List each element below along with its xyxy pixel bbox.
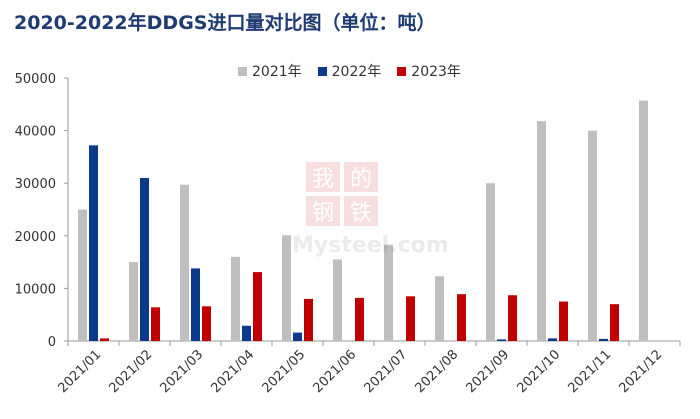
bar-2-4 <box>242 325 251 341</box>
x-tick-label: 2021/02 <box>107 347 156 396</box>
bar-1-7 <box>384 244 393 341</box>
legend: 2021年 2022年 2023年 <box>238 60 477 82</box>
bar-1-11 <box>588 130 597 341</box>
bar-3-11 <box>610 304 619 341</box>
bar-1-12 <box>639 100 648 341</box>
legend-swatch <box>397 66 407 76</box>
x-tick-label: 2021/09 <box>464 347 513 396</box>
y-tick-label: 30000 <box>15 177 56 192</box>
bar-1-8 <box>435 276 444 341</box>
bar-2-5 <box>293 332 302 341</box>
bar-1-9 <box>486 183 495 341</box>
legend-item: 2023年 <box>397 61 461 81</box>
x-tick-label: 2021/03 <box>158 347 207 396</box>
bar-3-4 <box>253 272 262 341</box>
x-tick-label: 2021/06 <box>311 347 360 396</box>
bar-1-3 <box>180 184 189 341</box>
legend-swatch <box>317 66 327 76</box>
x-tick-label: 2021/05 <box>260 347 309 396</box>
x-tick-label: 2021/11 <box>566 347 615 396</box>
bar-3-1 <box>100 338 109 341</box>
legend-label: 2021年 <box>252 64 302 80</box>
bar-3-8 <box>457 294 466 341</box>
y-tick-label: 0 <box>48 335 56 350</box>
bar-1-5 <box>282 235 291 341</box>
bar-3-3 <box>202 306 211 341</box>
legend-label: 2022年 <box>331 64 382 80</box>
bar-1-1 <box>78 209 87 341</box>
bar-1-2 <box>129 262 138 341</box>
bar-3-10 <box>559 301 568 341</box>
x-tick-label: 2021/07 <box>362 347 411 396</box>
bar-2-11 <box>599 338 608 341</box>
bar-1-6 <box>333 259 342 341</box>
bar-3-7 <box>406 296 415 341</box>
legend-label: 2023年 <box>411 64 461 80</box>
legend-item: 2021年 <box>238 61 302 81</box>
bar-2-10 <box>548 338 557 341</box>
legend-swatch <box>238 66 247 76</box>
bar-3-6 <box>355 297 364 341</box>
y-tick-label: 10000 <box>15 282 56 297</box>
x-tick-label: 2021/08 <box>413 347 462 396</box>
y-tick-label: 20000 <box>15 230 56 245</box>
y-tick-label: 40000 <box>15 125 56 140</box>
bar-3-2 <box>151 307 160 341</box>
bar-1-10 <box>537 121 546 341</box>
chart-title: 2020-2022年DDGS进口量对比图（单位：吨） <box>14 12 436 34</box>
x-tick-label: 2021/01 <box>56 347 105 396</box>
legend-item: 2022年 <box>317 61 382 81</box>
bar-3-9 <box>508 295 517 341</box>
x-tick-label: 2021/10 <box>515 347 564 396</box>
x-tick-label: 2021/12 <box>617 347 666 396</box>
bar-2-3 <box>191 268 200 341</box>
bar-2-9 <box>497 339 506 341</box>
y-tick-label: 50000 <box>15 72 56 87</box>
bar-2-1 <box>89 145 98 341</box>
x-tick-label: 2021/04 <box>209 347 258 396</box>
bar-2-2 <box>140 177 149 341</box>
bar-1-4 <box>231 256 240 341</box>
bar-3-5 <box>304 298 313 341</box>
